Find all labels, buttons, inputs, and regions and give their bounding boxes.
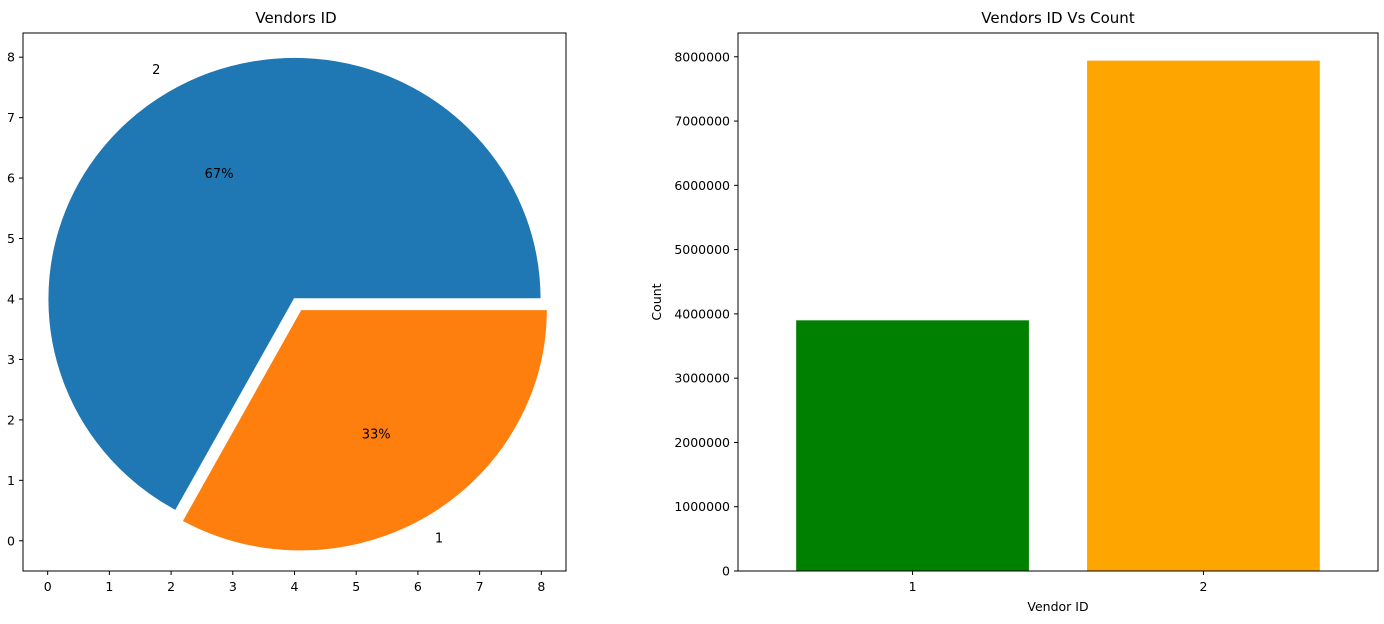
bar-xtick-label: 1 [909,579,917,594]
pie-xtick-label: 6 [414,579,422,594]
pie-xtick-label: 8 [537,579,545,594]
bar-ytick-label: 3000000 [674,371,730,386]
pie-xtick-label: 2 [167,579,175,594]
bar-ytick-label: 2000000 [674,435,730,450]
pie-ytick-label: 6 [7,171,15,186]
pie-xtick-label: 3 [229,579,237,594]
pie-ytick-label: 1 [7,473,15,488]
pie-slice-1 [180,308,549,552]
bar-ytick-label: 4000000 [674,306,730,321]
pie-pct-label-1: 33% [362,427,391,442]
bar-2 [1087,60,1320,571]
pie-title: Vendors ID [255,9,336,27]
pie-label-1: 1 [435,531,443,546]
bar-ytick-label: 5000000 [674,242,730,257]
pie-ytick-label: 4 [7,291,15,306]
pie-slice-2 [46,56,543,512]
bar-1 [796,320,1029,571]
bar-xtick-label: 2 [1199,579,1207,594]
pie-pct-label-2: 67% [205,167,234,182]
pie-xtick-label: 1 [105,579,113,594]
pie-ytick-label: 2 [7,412,15,427]
bar-xlabel: Vendor ID [1027,599,1088,614]
pie-label-2: 2 [152,63,160,78]
pie-xtick-label: 0 [44,579,52,594]
pie-chart: Vendors ID 2 67% 1 33% 0 1 2 3 4 5 6 7 8 0 1 2 3 4 5 6 7 8 [7,9,567,594]
bar-ytick-label: 1000000 [674,499,730,514]
pie-xtick-label: 7 [476,579,484,594]
bar-ytick-label: 0 [722,564,730,579]
bar-title: Vendors ID Vs Count [981,9,1135,27]
pie-ytick-label: 8 [7,50,15,65]
bar-ytick-label: 8000000 [674,49,730,64]
bar-chart: Vendors ID Vs Count 1 2 0 1000000 2000000 30… [649,9,1379,614]
bar-plot-frame [737,32,1379,572]
pie-ytick-label: 7 [7,110,15,125]
pie-xtick-label: 4 [291,579,299,594]
pie-xtick-label: 5 [352,579,360,594]
bar-ylabel: Count [649,283,664,320]
bar-ytick-label: 7000000 [674,114,730,129]
bar-ytick-label: 6000000 [674,178,730,193]
pie-ytick-label: 5 [7,231,15,246]
pie-ytick-label: 3 [7,352,15,367]
pie-ytick-label: 0 [7,533,15,548]
